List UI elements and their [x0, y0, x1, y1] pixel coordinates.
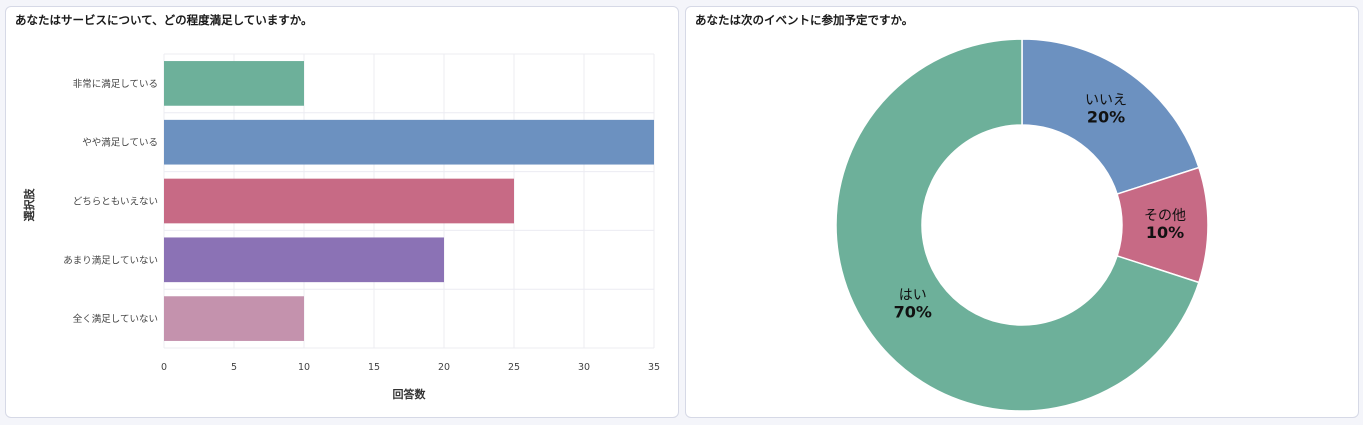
slice-label-2: その他 [1144, 208, 1186, 224]
bar-1 [164, 61, 304, 106]
x-tick-label-0: 0 [161, 362, 167, 373]
y-tick-label-2: やや満足している [82, 138, 158, 149]
bar-3 [164, 178, 514, 224]
slice-label-3: はい [899, 287, 927, 303]
bar-chart-title: あなたはサービスについて、どの程度満足していますか。 [15, 13, 313, 27]
y-tick-label-4: あまり満足していない [63, 255, 158, 266]
x-tick-label-3: 15 [368, 362, 380, 373]
bar-chart-panel: あなたはサービスについて、どの程度満足していますか。 非常に満足しているやや満足… [5, 6, 679, 418]
x-tick-label-5: 25 [508, 362, 520, 373]
y-axis-title: 選択肢 [22, 188, 36, 222]
y-tick-label-5: 全く満足していない [73, 313, 158, 325]
slice-label-1: いいえ [1085, 92, 1127, 108]
bar-2 [164, 119, 654, 165]
bar-5 [164, 296, 304, 341]
x-tick-label-1: 5 [231, 362, 237, 373]
slice-pct-2: 10% [1146, 223, 1184, 242]
x-tick-label-6: 30 [578, 362, 590, 373]
y-tick-label-3: どちらともいえない [73, 197, 158, 208]
donut-slice-3 [835, 38, 1200, 412]
x-tick-label-7: 35 [648, 362, 660, 373]
donut-chart-title: あなたは次のイベントに参加予定ですか。 [695, 13, 914, 27]
bar-chart: 非常に満足しているやや満足しているどちらともいえないあまり満足していない全く満足… [22, 53, 660, 401]
x-tick-label-4: 20 [438, 362, 450, 373]
x-tick-label-2: 10 [298, 362, 310, 373]
donut-chart-panel: あなたは次のイベントに参加予定ですか。 いいえ 20% その他 10% はい 70% [685, 6, 1359, 418]
slice-pct-1: 20% [1087, 107, 1125, 126]
y-tick-label-1: 非常に満足している [73, 78, 158, 90]
donut-slice-1 [1021, 38, 1200, 196]
bar-4 [164, 237, 444, 283]
slice-pct-3: 70% [894, 302, 932, 321]
x-axis-title: 回答数 [393, 387, 427, 401]
